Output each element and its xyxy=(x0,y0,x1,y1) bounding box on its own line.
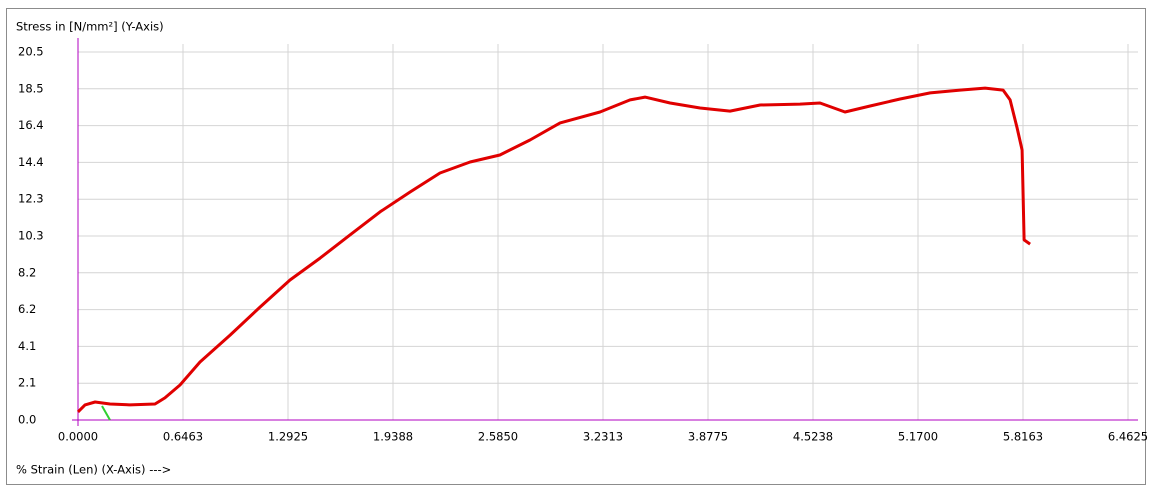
y-tick-label: 8.2 xyxy=(18,265,36,279)
x-tick-label: 1.9388 xyxy=(373,430,413,444)
y-tick-label: 10.3 xyxy=(18,229,44,243)
y-tick-label: 2.1 xyxy=(18,376,36,390)
x-tick-label: 3.2313 xyxy=(583,430,623,444)
marker xyxy=(101,405,111,421)
y-tick-label: 18.5 xyxy=(18,81,44,95)
x-tick-label: 6.4625 xyxy=(1108,430,1148,444)
y-tick-label: 12.3 xyxy=(18,192,44,206)
chart-title: Stress in [N/mm²] (Y-Axis) xyxy=(16,20,164,34)
y-tick-label: 20.5 xyxy=(18,45,44,59)
x-axis-label: % Strain (Len) (X-Axis) ---> xyxy=(16,463,171,477)
x-tick-label: 3.8775 xyxy=(688,430,728,444)
frame xyxy=(6,8,1146,485)
x-tick-label: 5.1700 xyxy=(898,430,938,444)
x-tick-label: 1.2925 xyxy=(268,430,308,444)
y-tick-label: 4.1 xyxy=(18,339,36,353)
y-tick-label: 6.2 xyxy=(18,302,36,316)
x-tick-label: 2.5850 xyxy=(478,430,518,444)
x-tick-label: 0.6463 xyxy=(163,430,203,444)
y-tick-label: 0.0 xyxy=(18,413,36,427)
x-tick-label: 5.8163 xyxy=(1003,430,1043,444)
y-tick-label: 14.4 xyxy=(18,155,44,169)
x-tick-label: 4.5238 xyxy=(793,430,833,444)
data-line xyxy=(76,86,1031,413)
y-tick-label: 16.4 xyxy=(18,118,44,132)
x-tick-label: 0.0000 xyxy=(58,430,98,444)
